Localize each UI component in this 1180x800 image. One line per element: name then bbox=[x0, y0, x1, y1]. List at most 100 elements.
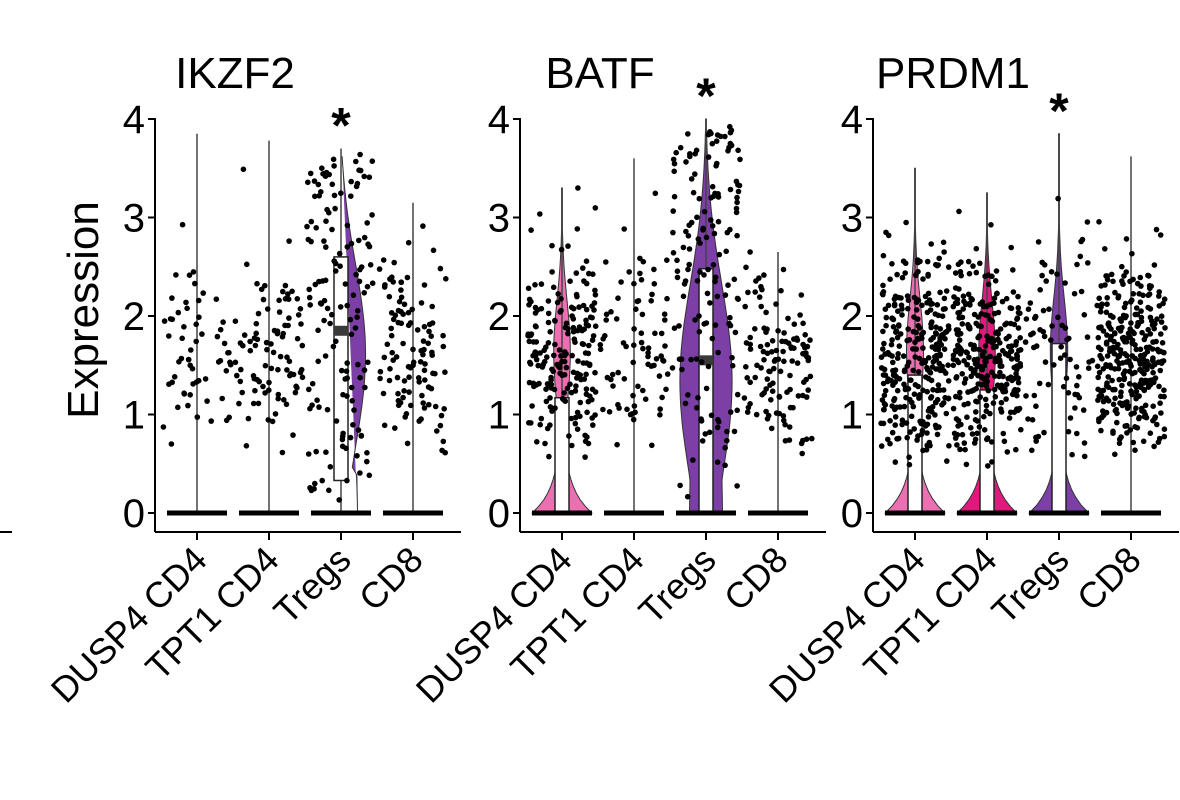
data-point bbox=[573, 291, 580, 298]
data-point bbox=[1008, 305, 1015, 312]
data-point bbox=[950, 352, 957, 359]
data-point bbox=[340, 430, 346, 437]
data-point bbox=[329, 311, 335, 318]
data-point bbox=[995, 336, 1001, 343]
category-label: CD8 bbox=[1069, 539, 1149, 619]
data-point bbox=[1137, 367, 1143, 373]
data-point bbox=[671, 325, 678, 332]
data-point bbox=[903, 394, 909, 401]
data-point bbox=[613, 316, 620, 322]
data-point bbox=[387, 366, 393, 372]
data-point bbox=[959, 321, 966, 327]
data-point bbox=[1015, 387, 1021, 393]
data-point bbox=[952, 435, 959, 441]
data-point bbox=[1127, 326, 1133, 332]
data-point bbox=[658, 330, 665, 337]
data-point bbox=[1067, 415, 1074, 421]
data-point bbox=[589, 386, 596, 393]
data-point bbox=[1161, 433, 1168, 440]
data-point bbox=[539, 364, 546, 370]
data-point bbox=[279, 449, 286, 456]
data-point bbox=[989, 273, 995, 280]
data-point bbox=[401, 378, 408, 384]
data-point bbox=[1014, 392, 1020, 399]
data-point bbox=[791, 321, 798, 328]
data-point bbox=[351, 407, 357, 413]
data-point bbox=[968, 295, 974, 302]
data-point bbox=[893, 328, 900, 334]
data-point bbox=[348, 331, 355, 338]
data-point bbox=[1098, 394, 1105, 400]
data-point bbox=[358, 264, 365, 270]
data-point bbox=[420, 338, 427, 344]
data-point bbox=[597, 342, 604, 348]
data-point bbox=[1084, 219, 1091, 225]
data-point bbox=[240, 166, 247, 173]
data-point bbox=[771, 365, 777, 372]
data-point bbox=[1108, 271, 1115, 278]
data-point bbox=[322, 277, 329, 284]
data-point bbox=[656, 373, 663, 379]
data-point bbox=[615, 369, 621, 376]
data-point bbox=[406, 389, 412, 395]
data-point bbox=[882, 402, 889, 408]
data-point bbox=[254, 336, 261, 343]
data-point bbox=[312, 281, 319, 288]
data-point bbox=[430, 247, 437, 254]
data-point bbox=[1022, 339, 1029, 345]
data-point bbox=[900, 353, 907, 359]
data-point bbox=[973, 245, 980, 252]
data-point bbox=[924, 430, 930, 436]
zero-bar bbox=[604, 510, 664, 516]
data-point bbox=[1029, 417, 1036, 423]
data-point bbox=[333, 418, 340, 424]
data-point bbox=[269, 418, 276, 425]
data-point bbox=[1006, 333, 1012, 340]
data-point bbox=[712, 274, 719, 281]
data-point bbox=[891, 406, 898, 413]
data-point bbox=[929, 319, 935, 325]
data-point bbox=[899, 417, 906, 424]
data-point bbox=[583, 306, 590, 313]
data-point bbox=[350, 422, 356, 428]
data-point bbox=[297, 369, 304, 376]
data-point bbox=[908, 377, 914, 384]
data-point bbox=[1158, 319, 1165, 325]
data-point bbox=[440, 438, 447, 445]
data-point bbox=[727, 129, 734, 136]
data-point bbox=[997, 363, 1003, 369]
data-point bbox=[925, 414, 932, 420]
data-point bbox=[347, 434, 354, 441]
data-point bbox=[592, 205, 599, 211]
data-point bbox=[349, 398, 356, 404]
data-point bbox=[282, 322, 288, 329]
data-point bbox=[1161, 426, 1168, 433]
data-point bbox=[1136, 415, 1142, 422]
data-point bbox=[1062, 280, 1068, 286]
data-point bbox=[747, 401, 753, 407]
data-point bbox=[664, 257, 670, 264]
data-point bbox=[727, 322, 734, 329]
data-point bbox=[660, 357, 666, 364]
data-point bbox=[724, 229, 731, 236]
data-point bbox=[418, 300, 425, 306]
data-point bbox=[671, 160, 678, 167]
data-point bbox=[889, 261, 895, 267]
data-point bbox=[925, 290, 932, 297]
data-point bbox=[358, 433, 365, 439]
data-point bbox=[690, 189, 697, 196]
data-point bbox=[552, 405, 558, 411]
data-point bbox=[254, 280, 260, 287]
data-point bbox=[384, 341, 391, 348]
data-point bbox=[343, 368, 350, 375]
data-point bbox=[706, 429, 713, 436]
zero-bar bbox=[239, 510, 299, 516]
y-tick-label: 3 bbox=[488, 197, 510, 241]
data-point bbox=[312, 193, 318, 200]
data-point bbox=[768, 425, 775, 432]
data-point bbox=[1023, 316, 1030, 322]
data-point bbox=[1073, 364, 1080, 370]
data-point bbox=[731, 276, 738, 283]
data-point bbox=[661, 311, 668, 318]
data-point bbox=[662, 343, 668, 349]
